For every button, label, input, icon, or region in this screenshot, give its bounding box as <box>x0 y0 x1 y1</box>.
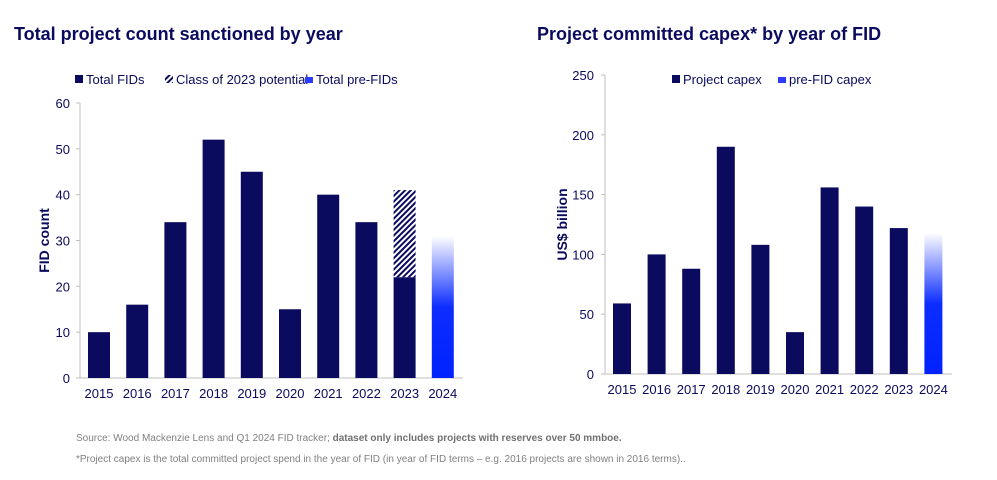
x-tick-label: 2018 <box>711 382 740 397</box>
x-tick-label: 2024 <box>919 382 948 397</box>
bar-total-fids-2019 <box>240 171 263 378</box>
bar-project-capex-2018 <box>716 146 735 374</box>
x-tick-label: 2023 <box>390 386 419 401</box>
bar-total-fids-2023 <box>393 277 416 378</box>
bar-total-fids-2022 <box>355 222 378 378</box>
bar-project-capex-2023 <box>889 228 908 374</box>
bar-class-of-2023-potential-2023 <box>393 190 416 278</box>
x-tick-label: 2015 <box>608 382 637 397</box>
legend-label: Total pre-FIDs <box>316 72 398 87</box>
x-tick-label: 2015 <box>85 386 114 401</box>
legend-swatch <box>672 75 680 83</box>
x-tick-label: 2021 <box>314 386 343 401</box>
y-tick-label: 0 <box>587 367 594 382</box>
legend-label: Class of 2023 potential <box>176 72 308 87</box>
x-tick-label: 2021 <box>815 382 844 397</box>
y-tick-label: 200 <box>572 128 594 143</box>
y-tick-label: 100 <box>572 247 594 262</box>
legend-label: Project capex <box>683 72 762 87</box>
x-tick-label: 2020 <box>276 386 305 401</box>
bar-total-fids-2018 <box>202 139 225 378</box>
legend-swatch <box>778 77 786 83</box>
bar-project-capex-2022 <box>855 206 874 374</box>
right-chart-title: Project committed capex* by year of FID <box>537 24 882 44</box>
bar-project-capex-2015 <box>613 303 631 374</box>
left-chart: 0 10 20 30 40 50 60 FID count 2015 2016 2017 2018 20… <box>36 72 463 401</box>
source-bold-text: dataset only includes projects with rese… <box>332 433 622 444</box>
x-tick-label: 2023 <box>884 382 913 397</box>
x-tick-label: 2018 <box>199 386 228 401</box>
y-axis-label: US$ billion <box>554 188 570 260</box>
bar-project-capex-2019 <box>751 244 770 374</box>
x-tick-label: 2019 <box>237 386 266 401</box>
bar-total-fids-2016 <box>126 304 149 378</box>
y-tick-label: 20 <box>56 279 70 294</box>
x-tick-label: 2016 <box>123 386 152 401</box>
legend-hatch-swatch <box>165 75 173 83</box>
x-tick-label: 2022 <box>850 382 879 397</box>
x-tick-label: 2016 <box>642 382 671 397</box>
y-tick-label: 10 <box>56 325 70 340</box>
x-tick-label: 2022 <box>352 386 381 401</box>
left-chart-title: Total project count sanctioned by year <box>14 24 343 44</box>
bar-project-capex-2020 <box>786 332 804 374</box>
capex-footnote: *Project capex is the total committed pr… <box>76 454 686 465</box>
bar-project-capex-2016 <box>647 254 666 374</box>
y-tick-label: 30 <box>56 234 70 249</box>
bar-pre-fid-capex-2024 <box>924 232 943 374</box>
x-tick-label: 2017 <box>161 386 190 401</box>
legend-label: Total FIDs <box>86 72 145 87</box>
legend-swatch <box>305 77 313 83</box>
y-tick-label: 60 <box>56 96 70 111</box>
bar-total-fids-2020 <box>279 309 301 378</box>
y-tick-label: 50 <box>580 307 594 322</box>
y-tick-label: 150 <box>572 188 594 203</box>
legend-swatch <box>75 75 83 83</box>
bar-total-fids-2017 <box>164 222 187 378</box>
x-tick-label: 2020 <box>781 382 810 397</box>
source-text: Source: Wood Mackenzie Lens and Q1 2024 … <box>76 433 333 444</box>
y-axis-label: FID count <box>36 208 52 273</box>
right-chart: 0 50 100 150 200 250 US$ billion 2015 2016 2017 20… <box>554 68 952 397</box>
x-tick-label: 2024 <box>428 386 457 401</box>
legend-label: pre-FID capex <box>789 72 872 87</box>
bar-project-capex-2021 <box>820 187 839 374</box>
y-tick-label: 40 <box>56 188 70 203</box>
y-tick-label: 250 <box>572 68 594 83</box>
bar-total-pre-fids-2024 <box>431 235 454 378</box>
bar-project-capex-2017 <box>682 268 701 374</box>
y-tick-label: 0 <box>63 371 70 386</box>
source-footnote: Source: Wood Mackenzie Lens and Q1 2024 … <box>76 433 622 444</box>
y-tick-label: 50 <box>56 142 70 157</box>
bar-total-fids-2021 <box>317 194 340 378</box>
x-tick-label: 2019 <box>746 382 775 397</box>
x-tick-label: 2017 <box>677 382 706 397</box>
bar-total-fids-2015 <box>88 332 110 378</box>
